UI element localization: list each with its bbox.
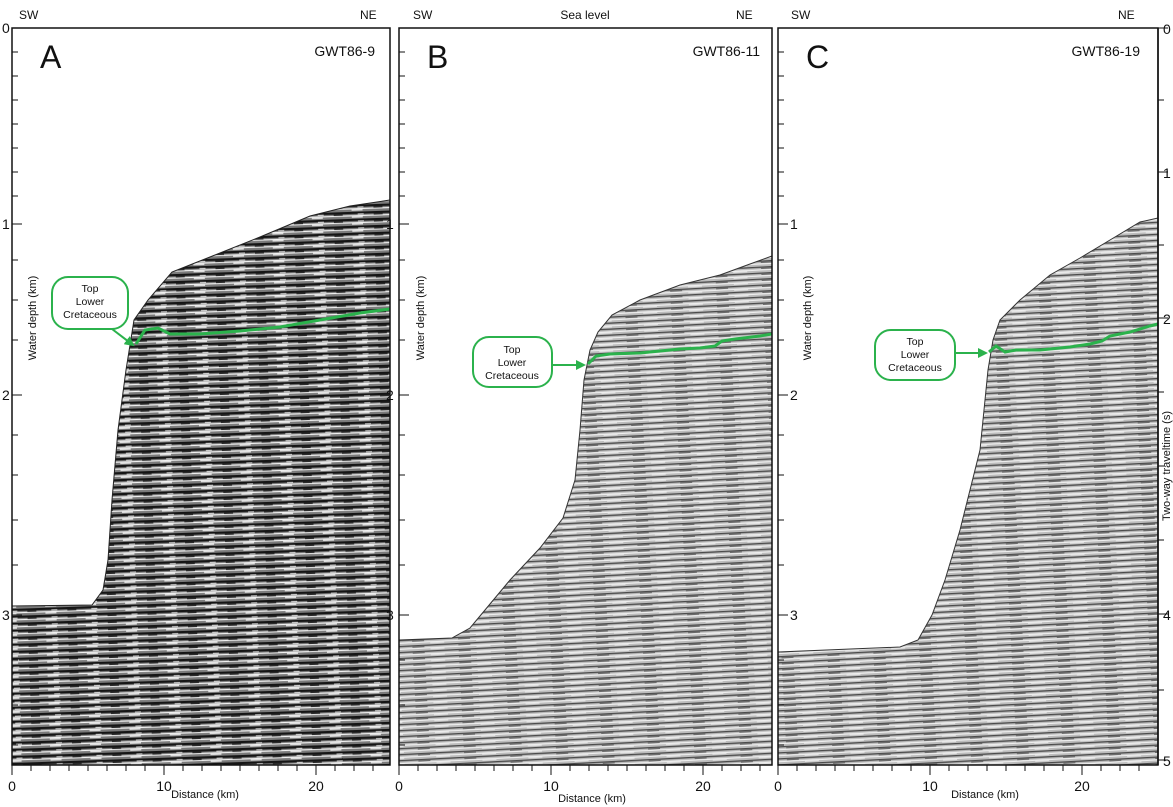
depth-tick-2-c: 2 — [790, 387, 798, 403]
direction-ne-b: NE — [736, 8, 753, 22]
panel-frame-b — [398, 27, 773, 766]
distance-tick-0-c: 0 — [774, 778, 782, 794]
twt-tick-5: 5 — [1163, 753, 1171, 769]
callout-box-b — [472, 336, 553, 388]
panel-c: SW NE C GWT86-19 1 2 3 Water depth (km) … — [774, 8, 1159, 801]
callout-line3-b: Cretaceous — [485, 370, 539, 382]
depth-ticks-b — [399, 27, 409, 746]
twt-tick-1: 1 — [1163, 165, 1171, 181]
distance-axis-title-c: Distance (km) — [951, 789, 1019, 801]
direction-sw-b: SW — [413, 8, 433, 22]
line-name-c: GWT86-19 — [1072, 43, 1141, 59]
depth-tick-1-a: 1 — [2, 216, 10, 232]
callout-box-a — [51, 276, 129, 330]
twt-axis-title: Two-way traveltime (s) — [1161, 411, 1173, 521]
direction-sw-a: SW — [19, 8, 39, 22]
depth-tick-3-c: 3 — [790, 607, 798, 623]
depth-axis-title-a: Water depth (km) — [27, 276, 39, 361]
distance-ticks-b — [398, 765, 761, 775]
distance-tick-0-a: 0 — [8, 778, 16, 794]
callout-box-c — [874, 329, 956, 381]
callout-line1-b: Top — [504, 344, 521, 356]
depth-tick-2-b: 2 — [386, 387, 394, 403]
panel-letter-a: A — [40, 39, 62, 75]
depth-tick-3-b: 3 — [386, 607, 394, 623]
twt-tick-4: 4 — [1163, 607, 1171, 623]
callout-line2-b: Lower — [498, 357, 527, 369]
horizon-line-a — [134, 307, 391, 345]
distance-tick-20-a: 20 — [308, 778, 324, 794]
depth-ticks-a — [12, 27, 22, 746]
distance-tick-10-c: 10 — [922, 778, 938, 794]
distance-ticks-c — [777, 765, 1140, 775]
distance-tick-20-c: 20 — [1074, 778, 1090, 794]
horizon-line-c — [988, 322, 1159, 354]
line-name-a: GWT86-9 — [314, 43, 375, 59]
callout-a: Top Lower Cretaceous — [51, 276, 135, 347]
twt-tick-2: 2 — [1163, 311, 1171, 327]
callout-b: Top Lower Cretaceous — [472, 336, 586, 388]
callout-c: Top Lower Cretaceous — [874, 329, 988, 381]
sea-level-label: Sea level — [560, 8, 609, 22]
distance-axis-title-b: Distance (km) — [558, 793, 626, 805]
depth-tick-0-a: 0 — [2, 20, 10, 36]
distance-tick-10-a: 10 — [156, 778, 172, 794]
depth-tick-3-a: 3 — [2, 607, 10, 623]
depth-tick-1-c: 1 — [790, 216, 798, 232]
depth-tick-2-a: 2 — [2, 387, 10, 403]
distance-tick-20-b: 20 — [695, 778, 711, 794]
callout-line3-a: Cretaceous — [63, 309, 117, 321]
horizon-line-b — [586, 332, 773, 366]
distance-tick-10-b: 10 — [543, 778, 559, 794]
callout-line1-c: Top — [907, 336, 924, 348]
distance-ticks-a — [11, 765, 374, 775]
callout-line1-a: Top — [82, 283, 99, 295]
callout-line3-c: Cretaceous — [888, 362, 942, 374]
panel-letter-b: B — [427, 39, 448, 75]
twt-ticks — [1158, 27, 1168, 761]
distance-tick-0-b: 0 — [395, 778, 403, 794]
direction-sw-c: SW — [791, 8, 811, 22]
seismic-section-b — [398, 255, 773, 766]
direction-ne-a: NE — [360, 8, 377, 22]
panel-frame-a — [11, 27, 391, 766]
callout-line2-c: Lower — [901, 349, 930, 361]
seismic-section-c — [777, 217, 1159, 766]
distance-axis-title-a: Distance (km) — [171, 789, 239, 801]
panel-letter-c: C — [806, 39, 829, 75]
twt-axis: 0 1 2 4 5 Two-way traveltime (s) — [1157, 21, 1173, 769]
callout-arrow-a — [111, 328, 135, 347]
depth-axis-title-c: Water depth (km) — [802, 276, 814, 361]
depth-axis-title-b: Water depth (km) — [415, 276, 427, 361]
callout-line2-a: Lower — [76, 296, 105, 308]
panel-a: SW NE A GWT86-9 0 1 2 3 Water depth (km)… — [2, 8, 391, 801]
depth-tick-1-b: 1 — [386, 216, 394, 232]
depth-ticks-c — [778, 27, 788, 746]
twt-tick-0: 0 — [1163, 21, 1171, 37]
direction-ne-c: NE — [1118, 8, 1135, 22]
panel-b: SW NE B GWT86-11 1 2 3 Water depth (km) … — [386, 8, 773, 805]
line-name-b: GWT86-11 — [693, 43, 761, 59]
